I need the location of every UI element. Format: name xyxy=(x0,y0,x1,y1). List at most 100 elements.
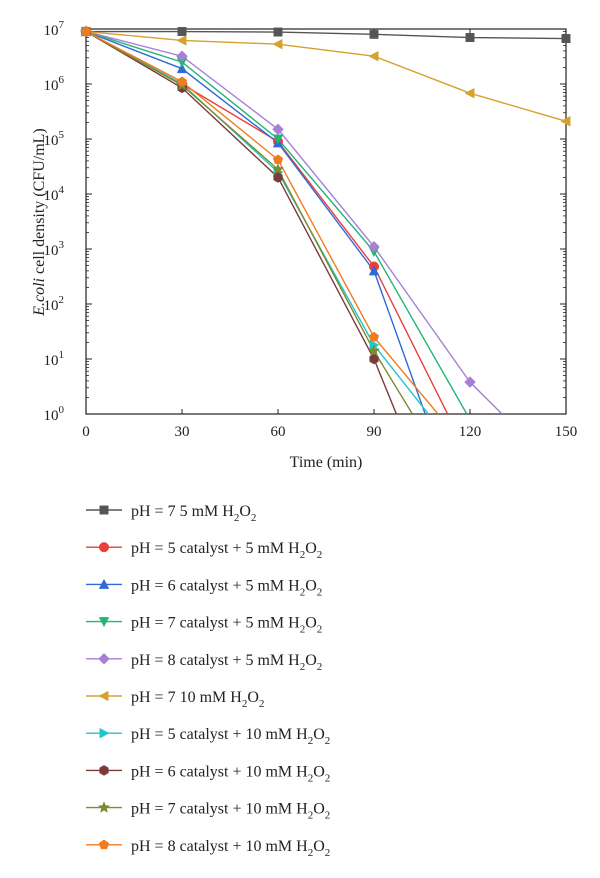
data-point xyxy=(272,38,283,50)
y-tick-label: 101 xyxy=(44,349,65,369)
legend-label-main: pH = 6 catalyst + 10 mM H xyxy=(131,763,308,780)
series-line-1 xyxy=(86,30,566,40)
series-line-5 xyxy=(86,30,503,414)
legend-item: pH = 7 10 mM H2O2 xyxy=(86,689,264,710)
legend-label: pH = 5 catalyst + 10 mM H2O2 xyxy=(131,726,330,747)
legend-label: pH = 5 catalyst + 5 mM H2O2 xyxy=(131,540,322,561)
legend-marker xyxy=(98,839,110,850)
marker-layer xyxy=(79,24,571,388)
data-point xyxy=(561,34,571,44)
legend-item: pH = 7 catalyst + 10 mM H2O2 xyxy=(86,801,330,822)
legend-subscript: 2 xyxy=(234,512,240,524)
legend-subscript: 2 xyxy=(317,549,323,561)
x-tick-label: 150 xyxy=(555,424,578,440)
legend-label-main: pH = 7 5 mM H xyxy=(131,503,234,520)
legend-oxygen: O xyxy=(313,726,325,743)
legend-marker xyxy=(98,542,110,553)
legend-oxygen: O xyxy=(305,540,317,557)
legend-marker xyxy=(99,765,109,776)
legend-oxygen: O xyxy=(313,838,325,855)
data-point xyxy=(273,27,283,37)
y-tick-base: 10 xyxy=(44,78,59,94)
data-point xyxy=(176,63,188,74)
data-point xyxy=(464,87,475,99)
legend-marker xyxy=(98,690,109,702)
legend-oxygen: O xyxy=(305,652,317,669)
x-tick-label: 30 xyxy=(175,424,190,440)
legend-subscript: 2 xyxy=(317,586,323,598)
series-line-4 xyxy=(86,30,468,414)
y-tick-label: 100 xyxy=(44,404,65,424)
y-tick-base: 10 xyxy=(44,408,59,424)
legend-subscript: 2 xyxy=(317,661,323,673)
y-tick-label: 106 xyxy=(44,74,65,94)
legend-subscript: 2 xyxy=(308,847,314,859)
legend-subscript: 2 xyxy=(325,847,331,859)
data-point xyxy=(80,26,92,36)
data-point xyxy=(177,27,187,36)
x-tick-label: 0 xyxy=(82,424,90,440)
legend-subscript: 2 xyxy=(317,624,323,636)
data-point xyxy=(368,265,380,276)
legend-oxygen: O xyxy=(313,763,325,780)
y-tick-label: 104 xyxy=(44,184,65,204)
legend-label-main: pH = 5 catalyst + 5 mM H xyxy=(131,540,300,557)
legend-item: pH = 7 catalyst + 5 mM H2O2 xyxy=(86,615,322,636)
legend-label: pH = 7 catalyst + 10 mM H2O2 xyxy=(131,801,330,822)
legend-subscript: 2 xyxy=(308,772,314,784)
series-line-2 xyxy=(86,30,449,414)
legend-label-main: pH = 7 10 mM H xyxy=(131,689,242,706)
legend-item: pH = 6 catalyst + 10 mM H2O2 xyxy=(86,763,330,784)
y-axis-title-rest: cell density (CFU/mL) xyxy=(31,128,48,278)
legend-subscript: 2 xyxy=(300,549,306,561)
legend-label: pH = 6 catalyst + 5 mM H2O2 xyxy=(131,577,322,598)
y-axis-title-italic: E.coli xyxy=(31,278,48,317)
y-tick-label: 107 xyxy=(44,19,65,39)
legend-label: pH = 8 catalyst + 5 mM H2O2 xyxy=(131,652,322,673)
legend-marker xyxy=(98,578,110,589)
data-point xyxy=(464,376,476,388)
y-tick-exponent: 3 xyxy=(59,239,65,251)
y-tick-base: 10 xyxy=(44,23,59,39)
y-tick-exponent: 7 xyxy=(59,19,65,31)
y-tick-exponent: 4 xyxy=(59,184,65,196)
legend-item: pH = 5 catalyst + 10 mM H2O2 xyxy=(86,726,330,747)
legend-subscript: 2 xyxy=(259,698,265,710)
y-tick-exponent: 0 xyxy=(59,404,65,416)
legend-label: pH = 6 catalyst + 10 mM H2O2 xyxy=(131,763,330,784)
data-point xyxy=(272,123,284,136)
legend-item: pH = 8 catalyst + 10 mM H2O2 xyxy=(86,838,330,859)
legend-marker xyxy=(99,727,110,739)
series-line-9 xyxy=(86,30,413,414)
legend-item: pH = 7 5 mM H2O2 xyxy=(86,503,256,524)
data-point xyxy=(368,331,380,342)
x-tick-label: 60 xyxy=(271,424,286,440)
legend-oxygen: O xyxy=(239,503,251,520)
y-tick-base: 10 xyxy=(44,243,59,259)
data-point xyxy=(176,76,188,87)
legend-subscript: 2 xyxy=(300,661,306,673)
axes-layer xyxy=(85,28,567,415)
data-point xyxy=(176,50,188,63)
data-point xyxy=(465,33,475,42)
y-tick-label: 102 xyxy=(44,294,65,314)
legend-item: pH = 6 catalyst + 5 mM H2O2 xyxy=(86,577,322,598)
legend-subscript: 2 xyxy=(325,735,331,747)
legend-subscript: 2 xyxy=(325,772,331,784)
data-point xyxy=(560,116,571,127)
legend-oxygen: O xyxy=(247,689,259,706)
legend-subscript: 2 xyxy=(242,698,248,710)
y-tick-base: 10 xyxy=(44,133,59,149)
legend-label-main: pH = 7 catalyst + 5 mM H xyxy=(131,615,300,632)
legend-subscript: 2 xyxy=(308,735,314,747)
legend-subscript: 2 xyxy=(300,586,306,598)
plot-frame xyxy=(85,28,567,415)
series-line-6 xyxy=(86,30,566,122)
y-tick-base: 10 xyxy=(44,353,59,369)
y-tick-exponent: 2 xyxy=(59,294,65,306)
legend-label: pH = 7 catalyst + 5 mM H2O2 xyxy=(131,615,322,636)
legend-marker xyxy=(98,652,110,665)
legend-oxygen: O xyxy=(305,577,317,594)
